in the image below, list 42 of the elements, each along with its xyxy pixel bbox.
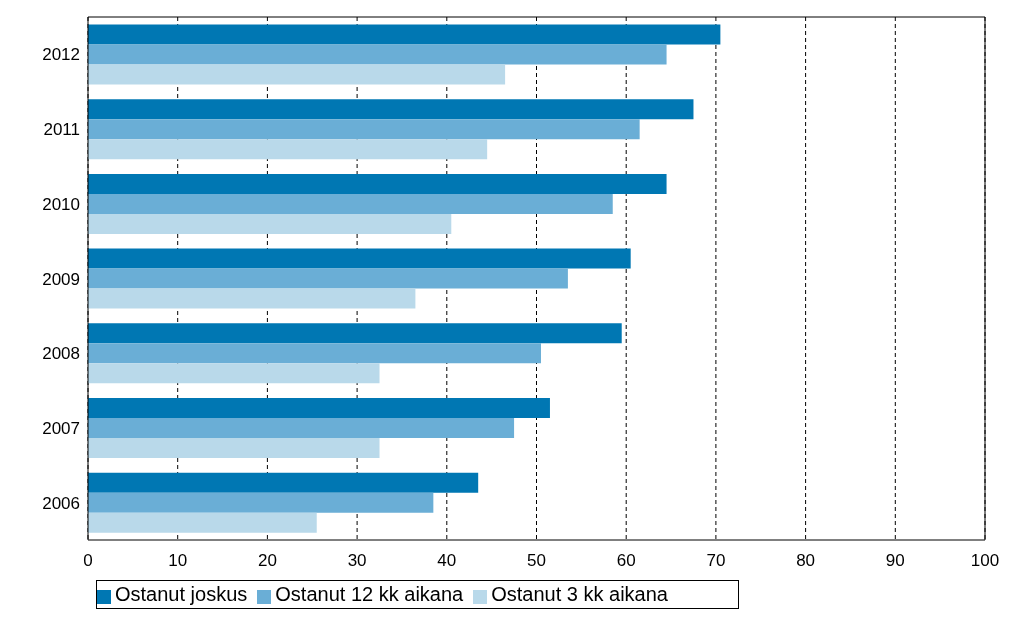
bar (88, 492, 434, 513)
bar (88, 472, 479, 493)
legend-label: Ostanut 12 kk aikana (275, 583, 464, 605)
y-tick-label: 2008 (42, 344, 80, 364)
x-tick-label: 40 (437, 551, 457, 571)
bar (88, 512, 317, 533)
x-tick-label: 100 (970, 551, 1000, 571)
y-tick-label: 2012 (42, 45, 80, 65)
x-tick-label: 80 (796, 551, 816, 571)
bar (88, 398, 550, 419)
bar (88, 64, 506, 85)
bar (88, 438, 380, 459)
bar (88, 213, 452, 234)
y-tick-label: 2006 (42, 493, 80, 513)
bar (88, 193, 613, 214)
x-tick-label: 90 (885, 551, 905, 571)
bar (88, 99, 694, 120)
x-tick-label: 10 (168, 551, 188, 571)
bar (88, 323, 622, 344)
y-tick-label: 2007 (42, 418, 80, 438)
x-tick-label: 50 (527, 551, 546, 571)
x-tick-label: 70 (706, 551, 726, 571)
x-tick-label: 30 (347, 551, 367, 571)
y-tick-label: 2009 (42, 269, 80, 289)
bar (88, 119, 640, 140)
x-tick-label: 0 (83, 551, 93, 571)
bar (88, 24, 721, 45)
bar (88, 418, 515, 439)
bar (88, 288, 416, 309)
bar (88, 248, 631, 269)
bar (88, 173, 667, 194)
bar (88, 268, 568, 289)
y-tick-label: 2010 (42, 194, 80, 214)
bar (88, 139, 488, 160)
bar (88, 363, 380, 384)
x-tick-label: 60 (616, 551, 636, 571)
bar (88, 343, 541, 364)
bar (88, 44, 667, 65)
y-tick-label: 2011 (43, 120, 80, 140)
x-tick-label: 20 (257, 551, 277, 571)
legend-label: Ostanut 3 kk aikana (491, 583, 668, 605)
legend-label: Ostanut joskus (115, 583, 248, 605)
